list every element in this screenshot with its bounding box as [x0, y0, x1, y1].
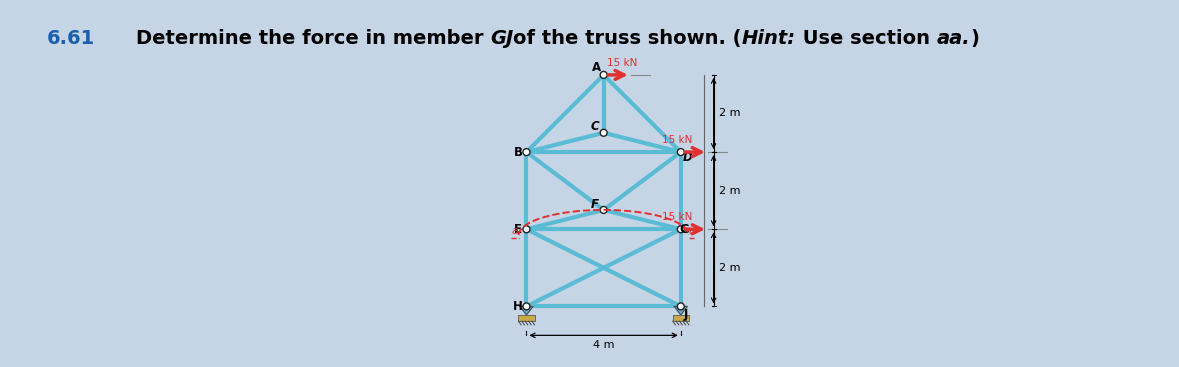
Circle shape	[523, 226, 529, 233]
Text: G: G	[680, 223, 690, 236]
Text: 4 m: 4 m	[593, 340, 614, 350]
Bar	[519, 315, 534, 321]
Text: B: B	[514, 146, 522, 159]
Text: of the truss shown. (: of the truss shown. (	[513, 29, 742, 48]
Text: a: a	[689, 226, 696, 236]
Bar	[673, 315, 689, 321]
Text: H: H	[513, 300, 523, 313]
Text: GJ: GJ	[489, 29, 513, 48]
Circle shape	[678, 226, 684, 233]
Circle shape	[600, 207, 607, 214]
Text: F: F	[591, 198, 599, 211]
Text: J: J	[684, 308, 687, 321]
Text: a: a	[512, 226, 519, 236]
Text: 2 m: 2 m	[719, 263, 740, 273]
Text: 6.61: 6.61	[47, 29, 95, 48]
Text: D: D	[683, 151, 692, 164]
Text: 2 m: 2 m	[719, 186, 740, 196]
Text: 15 kN: 15 kN	[607, 58, 637, 68]
Text: C: C	[591, 120, 599, 134]
Polygon shape	[520, 306, 533, 315]
Circle shape	[600, 72, 607, 79]
Text: 15 kN: 15 kN	[661, 135, 692, 145]
Polygon shape	[674, 306, 687, 315]
Circle shape	[523, 149, 529, 156]
Circle shape	[523, 303, 529, 310]
Text: Use section: Use section	[796, 29, 936, 48]
Text: aa.: aa.	[936, 29, 970, 48]
Text: E: E	[514, 223, 522, 236]
Text: Determine the force in member: Determine the force in member	[136, 29, 489, 48]
Text: 2 m: 2 m	[719, 109, 740, 119]
Circle shape	[678, 303, 684, 310]
Circle shape	[600, 129, 607, 136]
Text: 15 kN: 15 kN	[661, 212, 692, 222]
Text: ): )	[970, 29, 979, 48]
Text: Hint:: Hint:	[742, 29, 796, 48]
Text: A: A	[592, 61, 601, 74]
Circle shape	[678, 149, 684, 156]
